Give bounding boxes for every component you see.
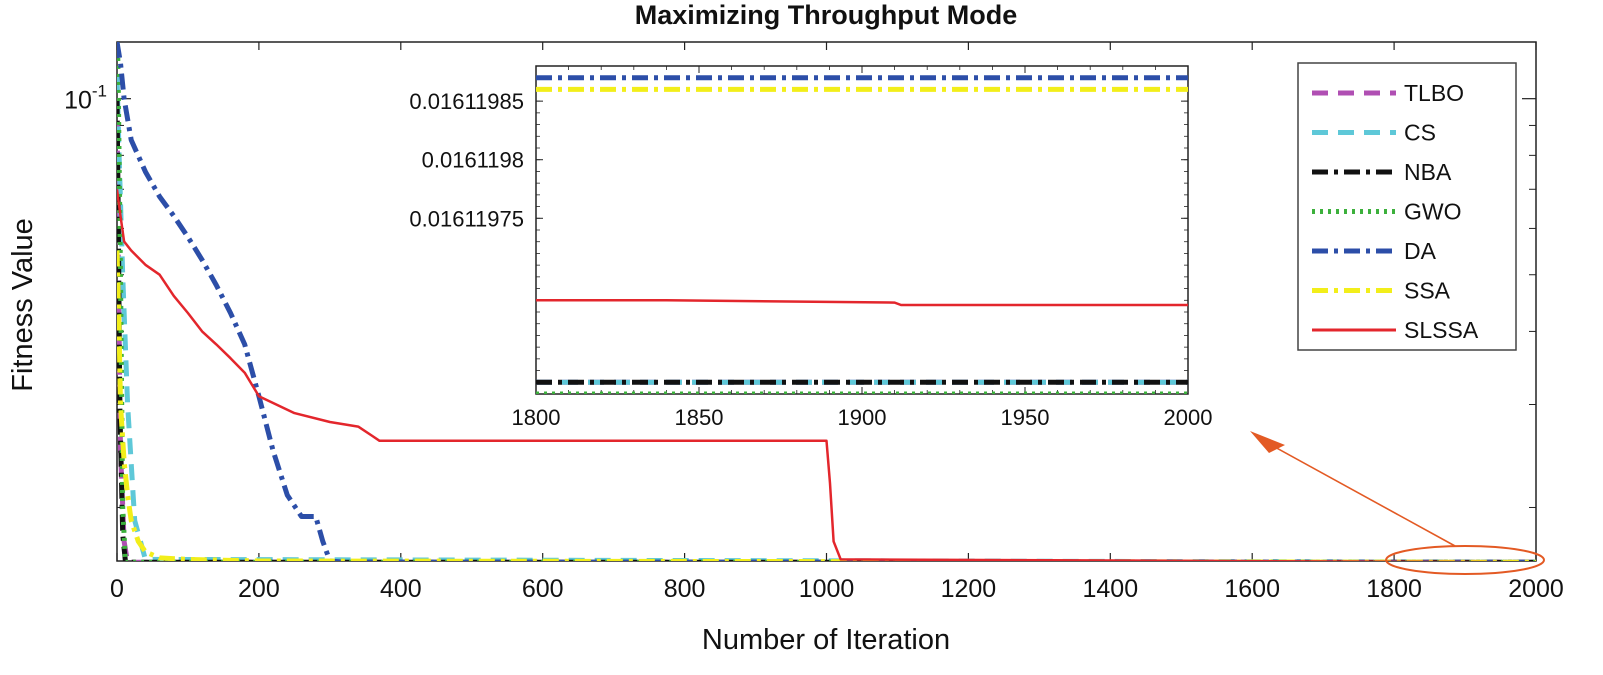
inset-x-tick-label: 1800 bbox=[512, 405, 561, 430]
inset-x-tick-label: 2000 bbox=[1164, 405, 1213, 430]
legend-box bbox=[1297, 62, 1517, 351]
x-tick-label: 1600 bbox=[1224, 575, 1280, 603]
legend-label-da: DA bbox=[1404, 238, 1437, 264]
x-tick-label: 1400 bbox=[1082, 575, 1138, 603]
x-tick-label: 1800 bbox=[1366, 575, 1422, 603]
inset-y-tick-label: 0.01611975 bbox=[409, 206, 524, 231]
x-tick-label: 2000 bbox=[1508, 575, 1564, 603]
inset-x-tick-label: 1900 bbox=[838, 405, 887, 430]
inset-x-tick-label: 1850 bbox=[675, 405, 724, 430]
x-tick-label: 1200 bbox=[941, 575, 997, 603]
zoom-annotation bbox=[1250, 431, 1546, 575]
x-tick-label: 600 bbox=[522, 575, 564, 603]
inset-plot-area: 1800 1850 1900 1950 2000 0.01611975 0.0161198 0… bbox=[409, 65, 1213, 430]
y-tick-label: 10-1 bbox=[64, 82, 107, 115]
inset-y-tick-label: 0.0161198 bbox=[422, 148, 524, 173]
x-tick-label: 0 bbox=[110, 575, 124, 603]
zoom-arrow-line bbox=[1261, 439, 1456, 547]
legend-label-slssa: SLSSA bbox=[1404, 317, 1479, 343]
inset-series-line-slssa bbox=[536, 299, 1188, 307]
series-line-slssa bbox=[117, 189, 1525, 561]
series-group bbox=[117, 42, 1536, 561]
inset-frame bbox=[535, 65, 1189, 395]
y-axis-title: Fitness Value bbox=[7, 218, 39, 392]
inset-series-group bbox=[536, 75, 1188, 394]
legend: TLBO CS NBA GWO DA SSA SLSSA bbox=[1297, 62, 1517, 351]
legend-label-nba: NBA bbox=[1404, 159, 1452, 185]
legend-label-tlbo: TLBO bbox=[1404, 80, 1464, 106]
x-tick-label: 400 bbox=[380, 575, 422, 603]
zoom-arrow-head bbox=[1250, 431, 1285, 453]
x-axis-title: Number of Iteration bbox=[702, 624, 950, 656]
chart-title: Maximizing Throughput Mode bbox=[635, 0, 1017, 30]
x-tick-label: 200 bbox=[238, 575, 280, 603]
zoom-ellipse bbox=[1385, 545, 1546, 575]
legend-label-gwo: GWO bbox=[1404, 199, 1462, 225]
legend-label-ssa: SSA bbox=[1404, 278, 1451, 304]
series-line-da bbox=[117, 42, 1536, 561]
series-line-ssa bbox=[117, 250, 1536, 561]
inset-y-tick-label: 0.01611985 bbox=[409, 89, 524, 114]
legend-label-cs: CS bbox=[1404, 120, 1436, 146]
inset-x-tick-label: 1950 bbox=[1001, 405, 1050, 430]
x-tick-label: 1000 bbox=[799, 575, 855, 603]
x-tick-label: 800 bbox=[664, 575, 706, 603]
